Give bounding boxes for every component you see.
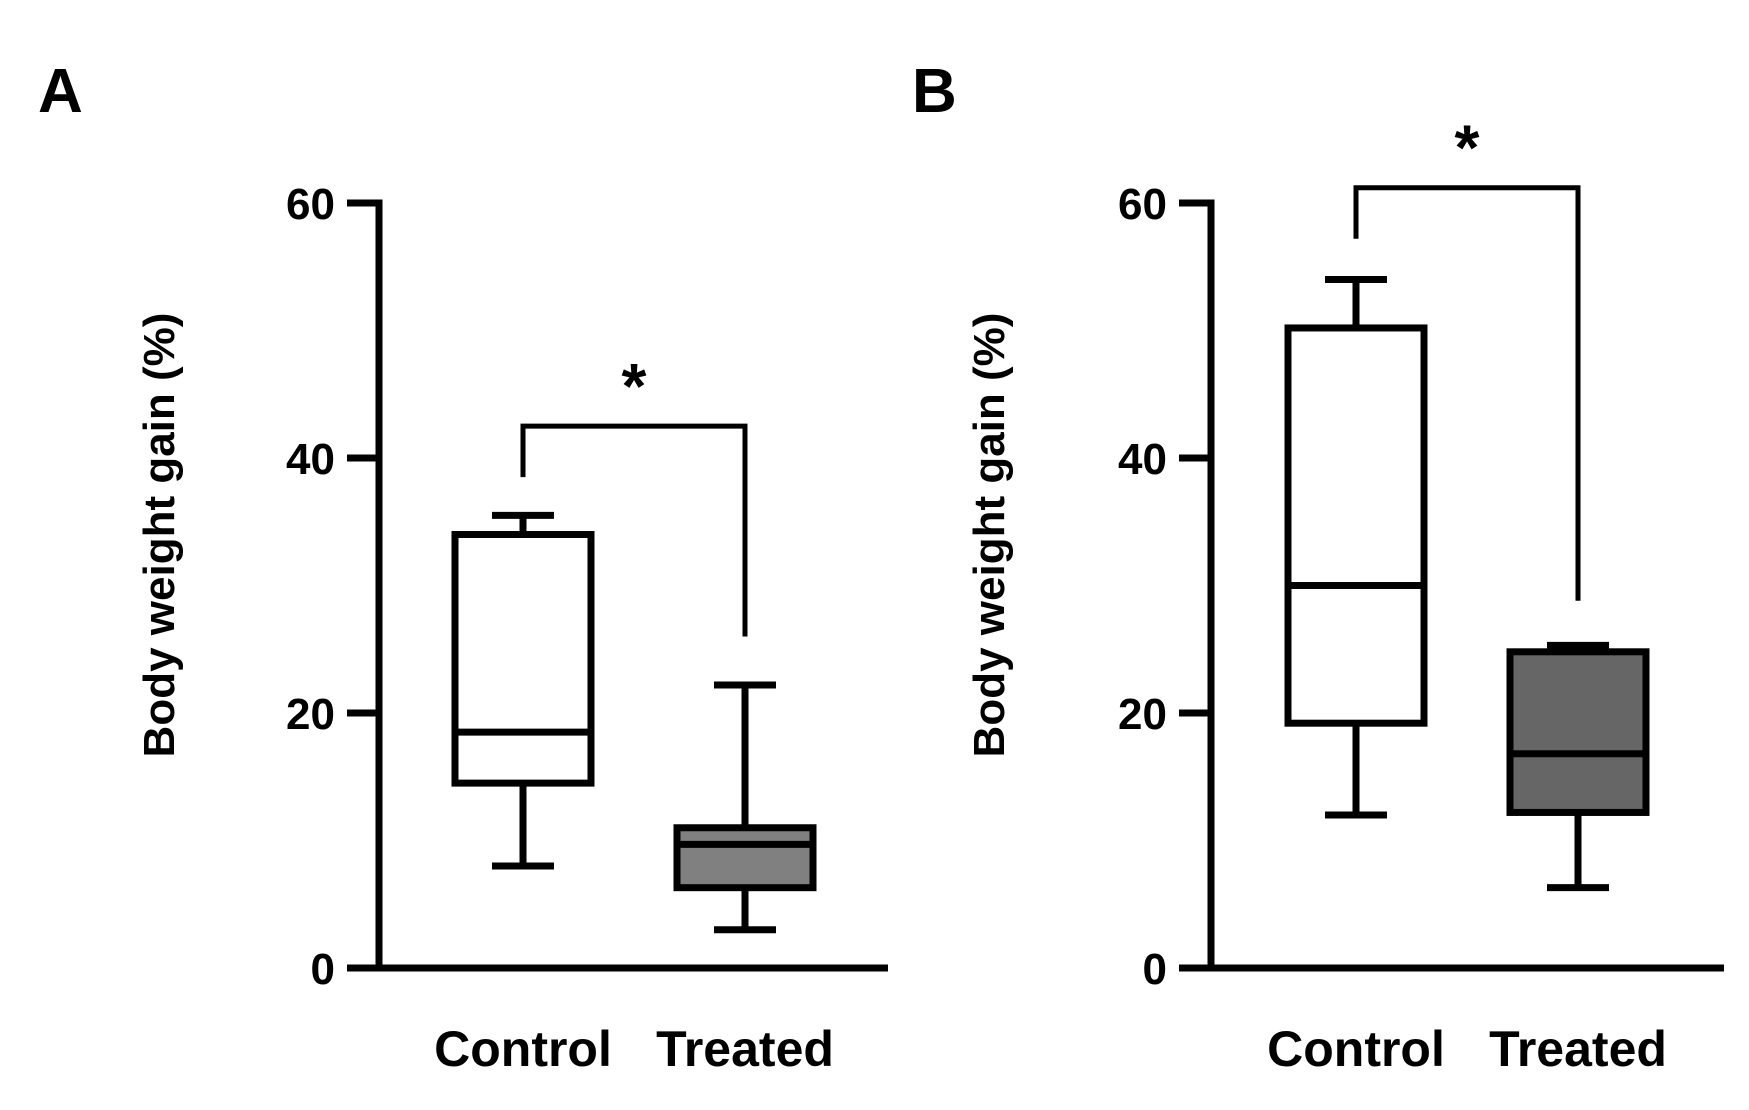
panel-a-treated-box [673, 824, 817, 892]
panel-b-y-axis-title: Body weight gain (%) [965, 313, 1014, 758]
panel-a-y-tick-label: 20 [286, 690, 335, 739]
panel-a-significance-label: * [622, 350, 647, 422]
panel-a-plot: 0 20 40 60 * [286, 180, 888, 994]
panel-b-letter: B [912, 57, 957, 126]
panel-a-y-tick-label: 60 [286, 180, 335, 229]
panel-a-category-control: Control [434, 1021, 612, 1077]
panel-b-y-tick-label: 60 [1118, 180, 1167, 229]
panel-a-control-box [451, 531, 595, 787]
panel-b-significance-label: * [1455, 112, 1480, 184]
panel-b-significance-bracket [1353, 185, 1581, 601]
panel-b-y-tick-label: 20 [1118, 690, 1167, 739]
panel-b-treated-box [1506, 648, 1650, 816]
panel-a-letter: A [38, 57, 83, 126]
panel-b-control-box [1284, 324, 1428, 727]
panel-b-y-tick-label: 40 [1118, 435, 1167, 484]
panel-a-y-axis-title: Body weight gain (%) [135, 313, 184, 758]
panel-a-y-tick-label: 0 [311, 945, 335, 994]
panel-b-category-control: Control [1267, 1021, 1445, 1077]
panel-a-category-treated: Treated [656, 1021, 834, 1077]
panel-a-significance-bracket [520, 423, 748, 637]
panel-a-y-tick-label: 40 [286, 435, 335, 484]
panel-b-y-tick-label: 0 [1143, 945, 1167, 994]
panel-b-category-treated: Treated [1489, 1021, 1667, 1077]
panel-b-plot: 0 20 40 60 * [1118, 112, 1724, 994]
